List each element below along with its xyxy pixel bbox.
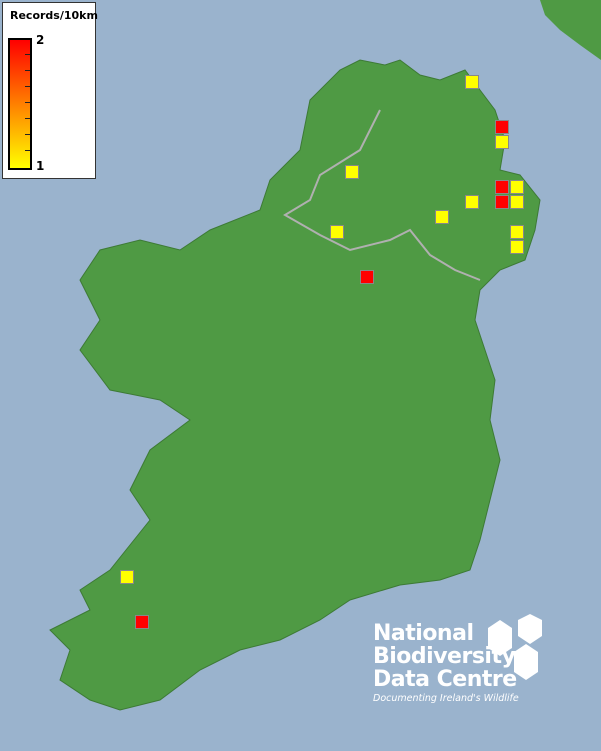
record-square[interactable]: [510, 180, 524, 194]
record-square[interactable]: [360, 270, 374, 284]
record-square[interactable]: [510, 240, 524, 254]
logo-line-3: Data Centre: [373, 667, 517, 692]
record-square[interactable]: [465, 195, 479, 209]
record-square[interactable]: [510, 195, 524, 209]
legend-title: Records/10km: [10, 9, 98, 22]
record-square[interactable]: [495, 120, 509, 134]
record-square[interactable]: [120, 570, 134, 584]
logo-line-1: National: [373, 621, 474, 646]
record-square[interactable]: [135, 615, 149, 629]
ireland-island: [49, 59, 541, 711]
nbdc-logo: National Biodiversity Data Centre Docume…: [373, 614, 542, 704]
scotland-coast: [540, 0, 601, 60]
record-square[interactable]: [435, 210, 449, 224]
record-square[interactable]: [495, 180, 509, 194]
ni-border: [283, 109, 481, 281]
legend-min-label: 1: [36, 159, 45, 173]
record-square[interactable]: [465, 75, 479, 89]
logo-line-2: Biodiversity: [373, 644, 516, 669]
record-square[interactable]: [510, 225, 524, 239]
record-square[interactable]: [495, 195, 509, 209]
record-square[interactable]: [345, 165, 359, 179]
legend: Records/10km 2 1: [2, 2, 98, 179]
record-square[interactable]: [495, 135, 509, 149]
legend-max-label: 2: [36, 33, 45, 47]
record-square[interactable]: [330, 225, 344, 239]
logo-hexagons-icon: [488, 614, 542, 680]
legend-color-ramp: [8, 38, 32, 170]
logo-tagline: Documenting Ireland's Wildlife: [373, 693, 519, 704]
